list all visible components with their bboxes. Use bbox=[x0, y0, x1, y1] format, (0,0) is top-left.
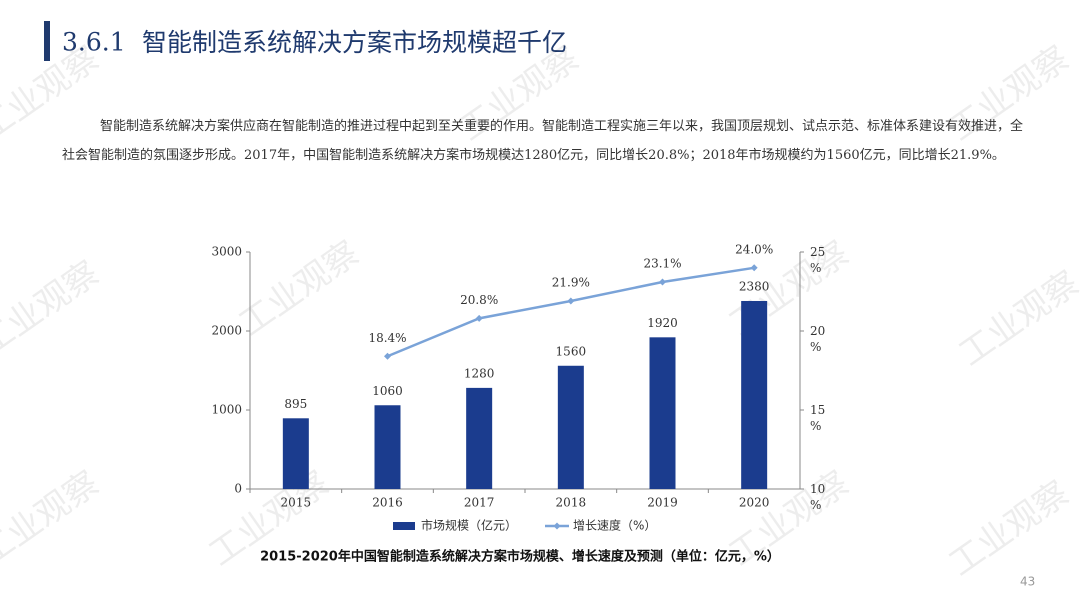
legend-marker bbox=[553, 522, 561, 530]
legend-swatch bbox=[393, 522, 415, 530]
line-value-label: 23.1% bbox=[643, 257, 681, 271]
bar-value-label: 2380 bbox=[739, 279, 770, 293]
section-number: 3.6.1 bbox=[62, 28, 126, 57]
x-tick-label: 2020 bbox=[739, 496, 770, 510]
y-tick-label: 2000 bbox=[211, 324, 242, 338]
y2-tick-label: 10 % bbox=[810, 482, 826, 512]
bar-value-label: 1560 bbox=[556, 344, 587, 358]
bar-value-label: 1280 bbox=[464, 366, 495, 380]
y-tick-label: 1000 bbox=[211, 403, 242, 417]
x-tick-label: 2015 bbox=[281, 496, 312, 510]
x-tick-label: 2018 bbox=[556, 496, 587, 510]
watermark: 工业观察 bbox=[952, 263, 1080, 374]
legend-label: 市场规模（亿元） bbox=[421, 518, 517, 533]
page-number: 43 bbox=[1020, 575, 1035, 589]
line-value-label: 18.4% bbox=[368, 331, 406, 345]
bar bbox=[557, 365, 584, 489]
x-tick-label: 2017 bbox=[464, 496, 495, 510]
line-marker bbox=[475, 314, 483, 322]
bar bbox=[741, 300, 768, 489]
line-value-label: 21.9% bbox=[552, 275, 590, 289]
line-value-label: 20.8% bbox=[460, 293, 498, 307]
line-value-label: 24.0% bbox=[735, 242, 773, 256]
legend-label: 增长速度（%） bbox=[573, 518, 656, 533]
y2-tick-label: 20 % bbox=[810, 324, 826, 354]
y-tick-label: 0 bbox=[234, 482, 242, 496]
y-tick-label: 3000 bbox=[211, 245, 242, 259]
bar bbox=[649, 337, 676, 489]
x-tick-label: 2016 bbox=[372, 496, 403, 510]
watermark: 工业观察 bbox=[942, 473, 1076, 584]
x-tick-label: 2019 bbox=[647, 496, 678, 510]
y2-tick-label: 15 % bbox=[810, 403, 826, 433]
bar-value-label: 895 bbox=[284, 397, 307, 411]
watermark: 工业观察 bbox=[0, 463, 106, 574]
line-marker bbox=[750, 264, 758, 272]
bar-value-label: 1920 bbox=[647, 316, 678, 330]
watermark: 工业观察 bbox=[0, 253, 106, 364]
y2-tick-label: 25 % bbox=[810, 245, 826, 275]
bar bbox=[282, 418, 309, 489]
line-marker bbox=[384, 352, 391, 360]
caption: 2015-2020年中国智能制造系统解决方案市场规模、增长速度及预测（单位：亿元… bbox=[260, 549, 780, 565]
bar-value-label: 1060 bbox=[372, 384, 403, 398]
title-bar bbox=[44, 21, 50, 61]
paragraph: 智能制造系统解决方案供应商在智能制造的推进过程中起到至关重要的作用。智能制造工程… bbox=[62, 119, 1024, 163]
bar bbox=[374, 405, 401, 489]
watermark: 工业观察 bbox=[232, 233, 366, 344]
heading: 智能制造系统解决方案市场规模超千亿 bbox=[142, 28, 567, 57]
bar bbox=[466, 387, 493, 489]
line-marker bbox=[567, 297, 575, 305]
line-marker bbox=[659, 278, 666, 286]
